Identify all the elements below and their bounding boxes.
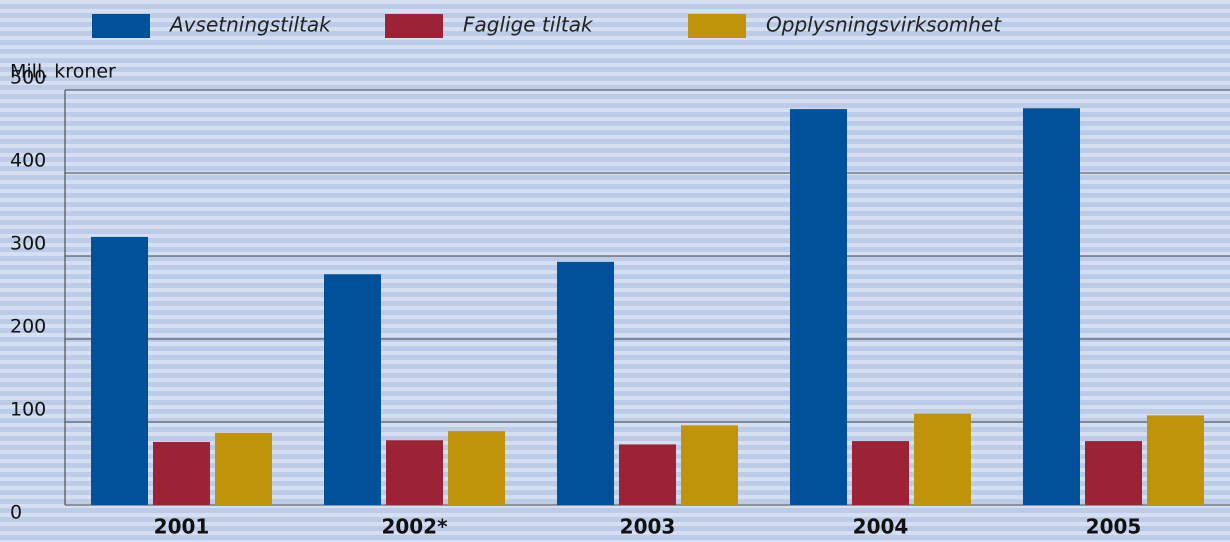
legend-label: Faglige tiltak bbox=[463, 13, 594, 37]
y-tick-label: 200 bbox=[10, 316, 46, 338]
legend-label: Avsetningstiltak bbox=[168, 13, 332, 37]
x-tick-label: 2005 bbox=[1086, 515, 1142, 539]
y-tick-label: 300 bbox=[10, 233, 46, 255]
bar bbox=[852, 441, 909, 505]
legend-swatch bbox=[92, 14, 150, 38]
y-tick-label: 100 bbox=[10, 399, 46, 421]
bar bbox=[91, 236, 148, 505]
bar bbox=[1085, 441, 1142, 505]
y-tick-label: 500 bbox=[10, 67, 46, 89]
legend-swatch bbox=[385, 14, 443, 38]
bar bbox=[153, 441, 210, 505]
legend-label: Opplysningsvirksomhet bbox=[766, 13, 1002, 37]
bar bbox=[619, 444, 676, 505]
y-tick-label: 400 bbox=[10, 150, 46, 172]
bar bbox=[914, 413, 971, 505]
legend-swatch bbox=[688, 14, 746, 38]
x-tick-label: 2001 bbox=[154, 515, 210, 539]
x-tick-label: 2002* bbox=[381, 515, 448, 539]
y-axis-label: Mill. kroner bbox=[10, 61, 116, 83]
bar bbox=[324, 274, 381, 505]
bar bbox=[557, 261, 614, 505]
bar bbox=[790, 109, 847, 505]
y-tick-label: 0 bbox=[10, 502, 22, 524]
bar bbox=[448, 431, 505, 505]
x-tick-label: 2003 bbox=[620, 515, 676, 539]
bar bbox=[1147, 415, 1204, 505]
bar bbox=[386, 440, 443, 505]
bar bbox=[681, 425, 738, 505]
bar bbox=[215, 432, 272, 505]
bar bbox=[1023, 108, 1080, 505]
x-tick-label: 2004 bbox=[853, 515, 909, 539]
